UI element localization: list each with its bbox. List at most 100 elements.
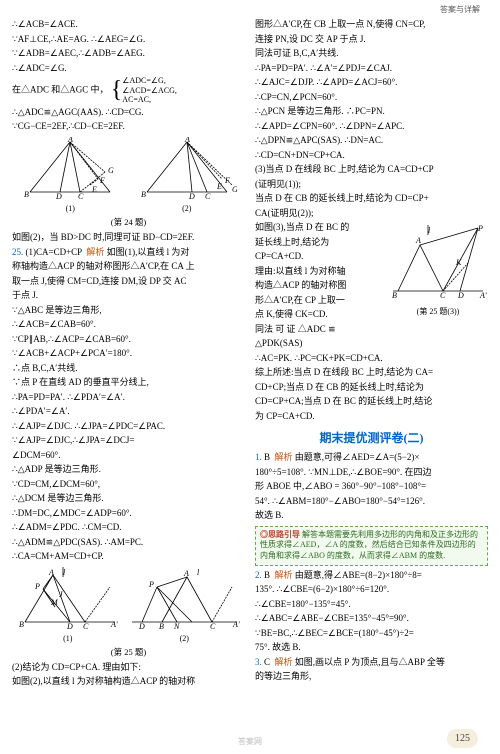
q25-answer: (1)CA=CD+CP <box>26 247 82 257</box>
text-line: ∴DM=DC,∠MDC=∠ADP=60°. <box>12 507 245 521</box>
question-number: 2. <box>255 570 262 580</box>
left-column: ∴∠ACB=∠ACE. ∵AF⊥CE,∴AE=AG. ∴∠AEG=∠G. ∵∠A… <box>12 18 245 690</box>
text-line: ∵△ABC 是等边三角形, <box>12 304 245 318</box>
svg-text:B: B <box>159 622 164 629</box>
figure-24-1: A B D C E F G (1) <box>20 137 120 216</box>
text-line: 同法 可 证 △ADC ≌ <box>255 323 488 337</box>
text-line: ∴CD=CN+DN=CP+CA. <box>255 149 488 163</box>
text-line: ∵∠ACB+∠ACP+∠PCA′=180°. <box>12 347 245 361</box>
figure-24-caption: (第 24 题) <box>12 216 245 229</box>
text: 由题意,得∠ABE=(8−2)×180°÷8= <box>295 570 422 580</box>
brace-item: AC=AC, <box>122 95 177 105</box>
text-line: 当点 D 在 CB 的延长线上时,结论为 CD=CP+ <box>255 192 488 206</box>
text-line: 135°. ∴∠CBE=(6−2)×180°÷6=120°. <box>255 583 488 597</box>
brace-intro: 在△ADC 和△AGC 中， <box>12 84 109 94</box>
text-line: CA(证明见(2)); <box>255 207 488 221</box>
analysis-label: 解析 <box>86 247 104 257</box>
svg-text:l: l <box>197 568 200 577</box>
text-line: ∴∠ABC=∠ABE−∠CBE=135°−45°=90°. <box>255 612 488 626</box>
text-line: ∴△PCN 是等边三角形. ∴PC=PN. <box>255 105 488 119</box>
svg-text:A′: A′ <box>232 620 240 629</box>
right-column: 图形△A′CP,在 CB 上取一点 N,使得 CN=CP, 连接 PN,设 DC… <box>255 18 488 690</box>
page-header: 答案与详解 <box>440 4 480 16</box>
text-line: ∵BE=BC,∴∠BEC=∠BCE=(180°−45°)÷2= <box>255 627 488 641</box>
text-line: ∴AC=PK. ∴PC=CK+PK=CD+CA. <box>255 352 488 366</box>
svg-text:G: G <box>232 185 237 194</box>
text-line: 54°. ∴∠ABM=180°−∠ABO=180°−54°=126°. <box>255 495 488 509</box>
text-line: 故选 B. <box>255 509 488 523</box>
question-number: 3. <box>255 657 262 667</box>
text-line: 为 CP=CA+CD. <box>255 410 488 424</box>
two-column-layout: ∴∠ACB=∠ACE. ∵AF⊥CE,∴AE=AG. ∴∠AEG=∠G. ∵∠A… <box>0 0 500 702</box>
answer-letter: C <box>264 657 270 667</box>
svg-text:K: K <box>455 258 462 267</box>
text-line: ∴∠ACB=∠CAB=60°. <box>12 318 245 332</box>
text-line: 连接 PN,设 DC 交 AP 于点 J. <box>255 33 488 47</box>
figure-25-3-caption: (第 25 题(3)) <box>388 306 488 318</box>
answer-letter: B <box>264 570 270 580</box>
subcaption: (2) <box>127 633 242 645</box>
text-line: ∴CP=CN,∠PCN=60°. <box>255 91 488 105</box>
text-line: (2)结论为 CD=CP+CA. 理由如下: <box>12 661 245 675</box>
svg-text:D: D <box>138 622 145 629</box>
text-line: ∴△DCM 是等边三角形. <box>12 492 245 506</box>
text-line: 如图(2),以直线 l 为对称轴构造△ACP 的轴对称 <box>12 675 245 689</box>
hint-box: ◎思路引导 解答本题需要先利用多边形的内角和及正多边形的性质求得∠AED，∠A … <box>255 526 488 566</box>
svg-text:A: A <box>183 569 189 578</box>
text-line: ∴∠APD=∠CPN=60°. ∴∠DPN=∠APC. <box>255 120 488 134</box>
text: 如图(1),以直线 l 为对 <box>107 247 190 257</box>
brace-icon: { <box>111 80 123 100</box>
brace-item: ∠ADC=∠G, <box>122 76 177 86</box>
svg-text:C: C <box>440 291 446 300</box>
text-line: 图形△A′CP,在 CB 上取一点 N,使得 CN=CP, <box>255 18 488 32</box>
svg-text:A: A <box>48 568 54 577</box>
text-line: ∴△ADP 是等边三角形. <box>12 463 245 477</box>
svg-text:P: P <box>34 582 40 591</box>
svg-text:B: B <box>19 620 24 629</box>
q25-line: 25. (1)CA=CD+CP 解析 如图(1),以直线 l 为对 <box>12 246 245 260</box>
svg-text:P: P <box>148 580 154 589</box>
svg-text:G: G <box>108 166 114 175</box>
brace-line: 在△ADC 和△AGC 中， { ∠ADC=∠G, ∠ACD=∠ACG, AC=… <box>12 76 245 105</box>
answer-letter: B <box>264 452 270 462</box>
svg-text:B: B <box>392 291 397 300</box>
text-line: ∵CP∥AB,∴∠ACP=∠CAB=60°. <box>12 333 245 347</box>
text-line: 形 ABOE 中,∠ABO = 360°−90°−108°−108°= <box>255 480 488 494</box>
text-line: ∴PA=PD=PA′. ∴∠A′=∠PDJ=∠CAJ. <box>255 62 488 76</box>
svg-text:B: B <box>24 190 29 199</box>
svg-text:l: l <box>428 226 431 235</box>
brace-box: { ∠ADC=∠G, ∠ACD=∠ACG, AC=AC, <box>111 76 177 105</box>
text-line: 的等边三角形, <box>255 670 488 684</box>
svg-text:A: A <box>184 137 190 144</box>
text-line: ∴△ADM≌△PDC(SAS). ∴AM=PC. <box>12 536 245 550</box>
text-line: ∴∠PDA′=∠A′. <box>12 405 245 419</box>
svg-text:C: C <box>210 622 216 629</box>
analysis-label: 解析 <box>275 657 293 667</box>
figure-25-1: A l B D C A′ P M J (1) <box>15 567 120 646</box>
section-title: 期末提优测评卷(二) <box>255 429 488 447</box>
svg-text:B: B <box>141 190 146 199</box>
text-line: 综上所述:当点 D 在线段 BC 上时,结论为 CA= <box>255 366 488 380</box>
text-line: ∵AF⊥CE,∴AE=AG. ∴∠AEG=∠G. <box>12 33 245 47</box>
text-line: △PDK(SAS) <box>255 337 488 351</box>
svg-text:A: A <box>67 137 73 144</box>
text-line: ∵CG−CE=2EF,∴CD−CE=2EF. <box>12 120 245 134</box>
text-line: ∴∠AJC=∠DJP. ∴∠APD=∠ACJ=60°. <box>255 76 488 90</box>
text-line: ∴∠ADC=∠G. <box>12 62 245 76</box>
svg-text:l: l <box>63 568 66 577</box>
text-line: (3)当点 D 在线段 BC 上时,结论为 CA=CD+CP <box>255 163 488 177</box>
svg-text:C: C <box>78 192 84 199</box>
q3-line: 3. C 解析 如图,画以点 P 为顶点,且与△ABP 全等 <box>255 656 488 670</box>
svg-text:F: F <box>99 176 105 185</box>
text-line: ∵∠AJP=∠DJC,∴∠JPA=∠DCJ= <box>12 434 245 448</box>
q1-line: 1. B 解析 由题意,可得∠AED=∠A=(5−2)× <box>255 451 488 465</box>
figure-25-2: A l B D C A′ P N (2) <box>127 567 242 646</box>
svg-text:D: D <box>188 192 195 199</box>
text-line: 如图(2)，当 BD>DC 时,同理可证 BD−CD=2EF. <box>12 231 245 245</box>
text: 由题意,可得∠AED=∠A=(5−2)× <box>295 452 420 462</box>
svg-text:N: N <box>173 622 180 629</box>
text-line: 取一点 J,使得 CM=CD,连接 DM,设 DP 交 AC <box>12 275 245 289</box>
text-line: 同法可证 B,C,A′共线. <box>255 47 488 61</box>
hint-lead: ◎思路引导 <box>260 530 300 539</box>
text-line: CD=CP+CA;当点 D 在 BC 的延长线上时,结论 <box>255 395 488 409</box>
